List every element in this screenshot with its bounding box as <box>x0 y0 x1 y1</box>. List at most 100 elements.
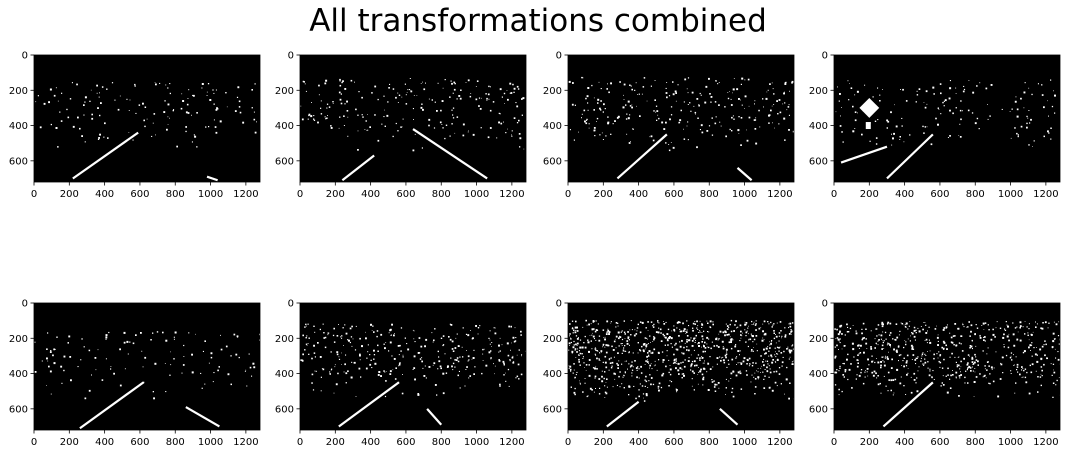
mask-pixel <box>730 98 732 100</box>
mask-pixel <box>1036 354 1038 356</box>
mask-pixel <box>960 374 962 376</box>
mask-pixel <box>450 80 452 82</box>
mask-pixel <box>633 334 636 337</box>
mask-pixel <box>593 338 595 340</box>
mask-pixel <box>780 330 782 332</box>
x-tick-label: 400 <box>895 189 914 200</box>
mask-pixel <box>738 133 740 134</box>
mask-pixel <box>732 339 734 341</box>
mask-pixel <box>599 107 601 110</box>
mask-pixel <box>773 371 775 373</box>
mask-pixel <box>745 341 747 343</box>
mask-pixel <box>614 120 616 122</box>
mask-pixel <box>703 344 704 346</box>
mask-pixel <box>959 377 961 379</box>
mask-pixel <box>626 133 628 135</box>
mask-pixel <box>790 329 792 331</box>
mask-pixel <box>475 325 477 327</box>
mask-pixel <box>728 333 730 336</box>
mask-pixel <box>917 327 919 329</box>
mask-pixel <box>96 92 98 94</box>
mask-pixel <box>604 338 606 341</box>
mask-pixel <box>676 362 677 364</box>
mask-pixel <box>1028 328 1030 330</box>
mask-pixel <box>1010 373 1012 374</box>
mask-pixel <box>747 327 749 329</box>
mask-pixel <box>349 341 351 344</box>
mask-pixel <box>181 93 183 95</box>
mask-pixel <box>735 357 737 359</box>
mask-pixel <box>1057 335 1060 337</box>
mask-pixel <box>727 359 729 361</box>
mask-pixel <box>373 331 375 333</box>
mask-pixel <box>380 333 383 336</box>
mask-pixel <box>673 330 676 332</box>
mask-pixel <box>905 343 907 346</box>
mask-pixel <box>702 367 705 370</box>
mask-pixel <box>428 124 430 127</box>
mask-pixel <box>636 330 638 332</box>
mask-pixel <box>167 103 170 106</box>
mask-pixel <box>1016 108 1019 111</box>
mask-pixel <box>347 116 349 118</box>
mask-pixel <box>657 385 660 388</box>
y-tick-label: 200 <box>543 334 562 345</box>
mask-pixel <box>582 77 584 79</box>
mask-pixel <box>690 110 692 112</box>
mask-pixel <box>680 109 682 112</box>
mask-pixel <box>773 93 775 95</box>
mask-pixel <box>377 344 379 347</box>
mask-pixel <box>784 83 787 85</box>
mask-pixel <box>792 363 794 365</box>
mask-pixel <box>725 348 728 351</box>
mask-pixel <box>644 364 646 365</box>
mask-pixel <box>677 369 680 372</box>
mask-pixel <box>699 358 700 360</box>
mask-pixel <box>763 348 765 351</box>
mask-pixel <box>669 365 671 366</box>
mask-pixel <box>602 111 604 113</box>
mask-pixel <box>753 119 756 121</box>
mask-pixel <box>704 341 706 344</box>
mask-pixel <box>879 382 881 385</box>
mask-pixel <box>838 370 840 372</box>
mask-pixel <box>573 391 576 394</box>
mask-pixel <box>791 345 793 347</box>
mask-pixel <box>449 323 451 325</box>
x-tick-label: 1000 <box>732 437 757 448</box>
mask-pixel <box>731 130 733 132</box>
mask-pixel <box>571 352 573 354</box>
mask-pixel <box>392 88 395 90</box>
mask-pixel <box>452 92 454 94</box>
mask-pixel <box>696 364 698 367</box>
mask-pixel <box>679 119 682 122</box>
mask-pixel <box>899 330 901 332</box>
mask-pixel <box>595 329 598 331</box>
mask-pixel <box>477 327 480 329</box>
mask-pixel <box>882 360 884 362</box>
mask-pixel <box>638 395 640 398</box>
mask-pixel <box>719 121 721 123</box>
x-tick-label: 1200 <box>499 189 524 200</box>
mask-pixel <box>778 123 780 125</box>
mask-pixel <box>508 385 510 387</box>
mask-pixel <box>985 377 987 379</box>
mask-pixel <box>344 88 347 90</box>
mask-pixel <box>883 364 886 367</box>
mask-pixel <box>683 365 686 368</box>
mask-pixel <box>517 363 520 366</box>
mask-pixel <box>636 327 639 329</box>
mask-pixel <box>474 366 476 368</box>
mask-pixel <box>632 352 634 354</box>
mask-pixel <box>704 360 705 362</box>
mask-pixel <box>658 389 660 392</box>
mask-pixel <box>901 117 903 119</box>
mask-pixel <box>313 115 315 117</box>
mask-pixel <box>865 370 866 371</box>
mask-pixel <box>905 327 907 328</box>
mask-pixel <box>516 85 519 88</box>
mask-pixel <box>973 381 976 383</box>
mask-pixel <box>623 320 625 322</box>
mask-pixel <box>937 340 939 342</box>
mask-pixel <box>890 367 893 369</box>
